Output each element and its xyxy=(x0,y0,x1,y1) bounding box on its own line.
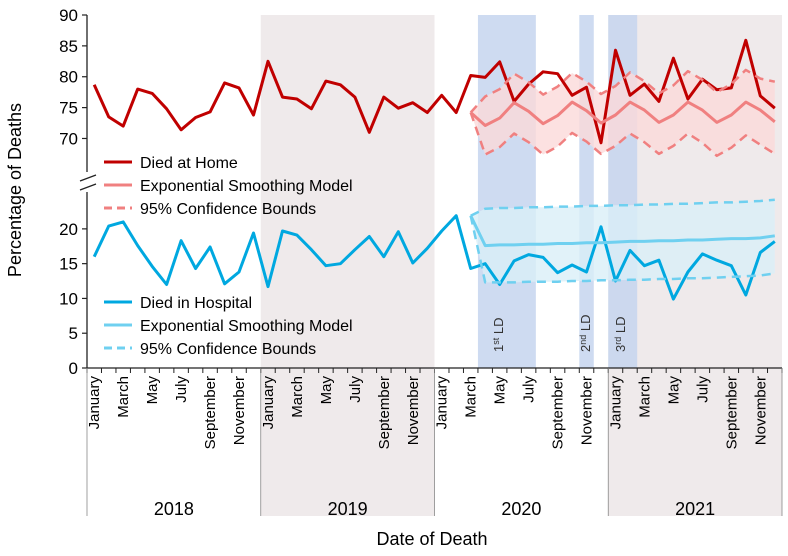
y-tick-label: 15 xyxy=(59,255,78,274)
lockdown-label: 2nd LD xyxy=(578,315,593,352)
axis-break-mark xyxy=(79,183,97,191)
y-tick-label: 75 xyxy=(59,99,78,118)
x-tick-label: July xyxy=(694,376,711,403)
lockdown-text: LD xyxy=(578,315,593,335)
legend-lower-label: 95% Confidence Bounds xyxy=(140,341,316,358)
lockdown-text: LD xyxy=(613,317,628,337)
x-tick-label: July xyxy=(521,376,538,403)
lockdown-ordinal: 2 xyxy=(578,345,593,352)
x-tick-label: November xyxy=(231,376,248,445)
lockdown-text: LD xyxy=(491,318,506,338)
home-confidence-fill xyxy=(470,69,775,156)
x-tick-label: May xyxy=(492,376,509,405)
x-tick-label: March xyxy=(115,376,132,418)
year-label: 2021 xyxy=(675,499,715,519)
axes: 70 75 80 85 90 0 5 10 15 20 January March May July Sep… xyxy=(59,6,783,519)
x-tick-label: July xyxy=(173,376,190,403)
x-tick-label: March xyxy=(289,376,306,418)
x-tick-label: September xyxy=(202,376,219,449)
year-label: 2018 xyxy=(154,499,194,519)
y-tick-label: 0 xyxy=(69,359,78,378)
y-tick-label: 70 xyxy=(59,129,78,148)
series-line-7 xyxy=(469,215,775,284)
series-line-6 xyxy=(470,198,775,217)
legend-upper-label: Exponential Smoothing Model xyxy=(140,178,353,195)
x-tick-label: January xyxy=(86,376,103,430)
series-line-2 xyxy=(469,68,776,114)
y-tick-label: 90 xyxy=(59,6,78,25)
legend-upper-label: 95% Confidence Bounds xyxy=(140,201,316,218)
year-label: 2019 xyxy=(328,499,368,519)
x-axis-title: Date of Death xyxy=(376,529,487,549)
series-line-4 xyxy=(92,214,776,301)
lockdown-suffix: st xyxy=(491,337,501,345)
x-tick-label: May xyxy=(144,376,161,405)
x-tick-label: January xyxy=(607,376,624,430)
x-tick-label: January xyxy=(434,376,451,430)
series-line-5 xyxy=(469,215,776,248)
x-tick-label: September xyxy=(376,376,393,449)
x-tick-label: January xyxy=(260,376,277,430)
x-tick-label: May xyxy=(318,376,335,405)
series-lines xyxy=(92,38,776,301)
x-tick-label: July xyxy=(347,376,364,403)
x-tick-label: November xyxy=(405,376,422,445)
lockdown-label: 1st LD xyxy=(491,318,506,352)
x-tick-label: November xyxy=(579,376,596,445)
legend-lower-label: Exponential Smoothing Model xyxy=(140,318,353,335)
lockdown-ordinal: 1 xyxy=(491,345,506,352)
y-axis-title: Percentage of Deaths xyxy=(5,103,25,277)
x-tick-label: November xyxy=(752,376,769,445)
lockdown-label: 3rd LD xyxy=(613,317,628,352)
legend-lower-label: Died in Hospital xyxy=(140,295,252,312)
y-tick-label: 10 xyxy=(59,289,78,308)
y-tick-label: 20 xyxy=(59,220,78,239)
year-label: 2020 xyxy=(501,499,541,519)
series-line-0 xyxy=(92,38,776,145)
x-tick-label: March xyxy=(636,376,653,418)
lockdown-suffix: nd xyxy=(578,335,588,345)
x-tick-label: September xyxy=(550,376,567,449)
legends: Died at Home Exponential Smoothing Model 9… xyxy=(104,155,353,358)
axis-break-mark xyxy=(79,174,97,182)
series-line-3 xyxy=(469,112,776,158)
x-tick-label: March xyxy=(463,376,480,418)
lockdown-band-1 xyxy=(477,15,536,368)
legend-upper-label: Died at Home xyxy=(140,155,238,172)
y-tick-label: 80 xyxy=(59,68,78,87)
lockdown-suffix: rd xyxy=(613,337,623,345)
lockdown-ordinal: 3 xyxy=(613,345,628,352)
y-tick-label: 5 xyxy=(69,324,78,343)
series-line-1 xyxy=(469,100,776,127)
x-tick-label: May xyxy=(665,376,682,405)
x-tick-label: September xyxy=(723,376,740,449)
y-tick-label: 85 xyxy=(59,37,78,56)
